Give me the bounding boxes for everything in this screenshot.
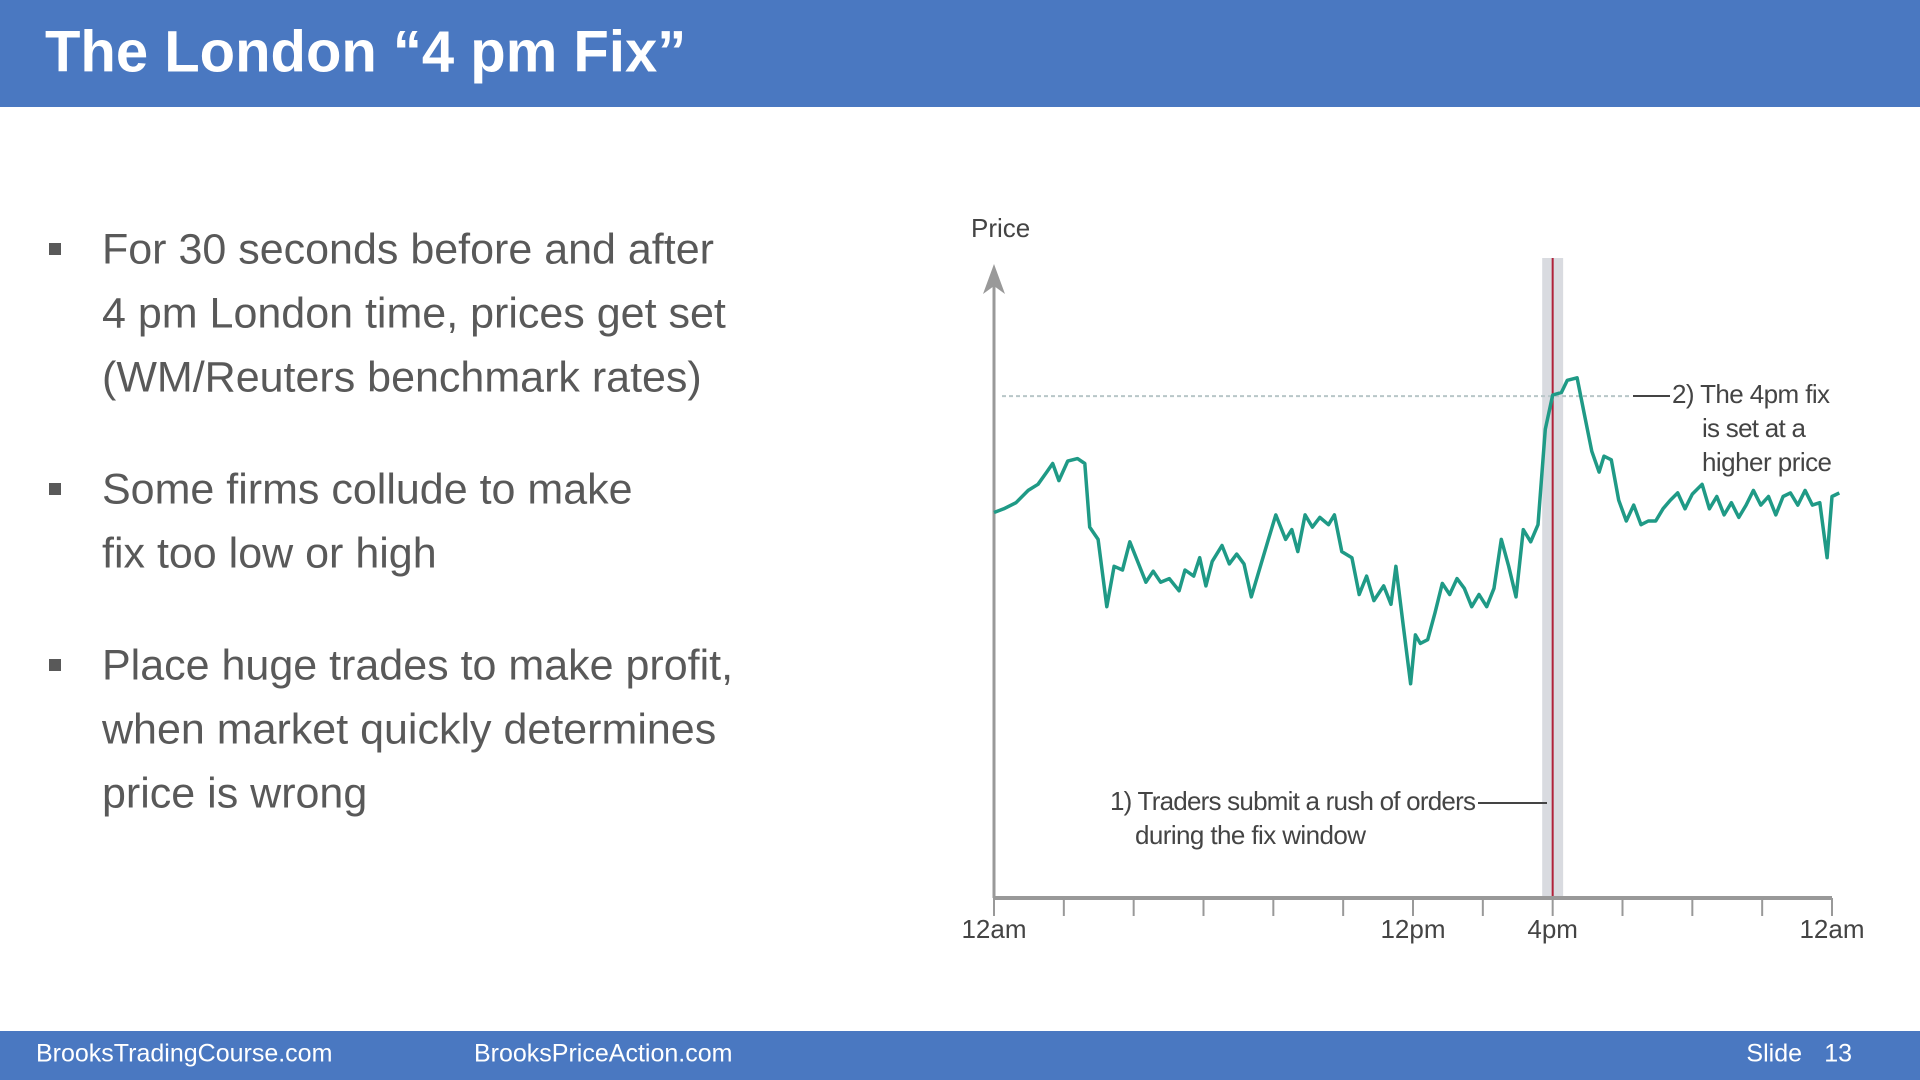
x-tick-label: 12pm	[1380, 914, 1445, 944]
slide-title: The London “4 pm Fix”	[45, 19, 686, 84]
y-axis-arrow	[983, 264, 1005, 294]
bullet-text: when market quickly determines	[101, 705, 716, 753]
y-axis-label: Price	[971, 213, 1030, 243]
annotation-text: is set at a	[1702, 413, 1807, 443]
footer-bar	[0, 1031, 1920, 1080]
bullet-marker	[49, 659, 61, 671]
annotation-text: during the fix window	[1135, 820, 1366, 850]
bullet-text: price is wrong	[102, 769, 367, 817]
bullet-text: 4 pm London time, prices get set	[102, 289, 726, 337]
bullet-text: (WM/Reuters benchmark rates)	[102, 353, 702, 401]
bullet-text: Place huge trades to make profit,	[102, 641, 733, 689]
chart: Price 12am 12pm 4pm 12am 2) The 4pm fix is set…	[961, 213, 1864, 944]
bullet-text: fix too low or high	[102, 529, 437, 577]
x-tick-label: 4pm	[1527, 914, 1578, 944]
annotation-text: 1) Traders submit a rush of orders	[1110, 786, 1476, 816]
bullet-text: For 30 seconds before and after	[102, 225, 714, 273]
bullet-text: Some firms collude to make	[102, 465, 633, 513]
header-bar	[0, 0, 1920, 107]
price-line	[993, 376, 1841, 686]
x-tick-label: 12am	[961, 914, 1026, 944]
footer-center: BrooksPriceAction.com	[474, 1040, 732, 1068]
x-tick-label: 12am	[1799, 914, 1864, 944]
footer-left: BrooksTradingCourse.com	[36, 1040, 332, 1068]
bullet-marker	[49, 483, 61, 495]
bullet-marker	[49, 243, 61, 255]
footer-slide-number: 13	[1824, 1040, 1852, 1068]
annotation-text: 2) The 4pm fix	[1672, 379, 1830, 409]
annotation-text: higher price	[1702, 447, 1832, 477]
footer-slide-label: Slide	[1746, 1040, 1802, 1068]
